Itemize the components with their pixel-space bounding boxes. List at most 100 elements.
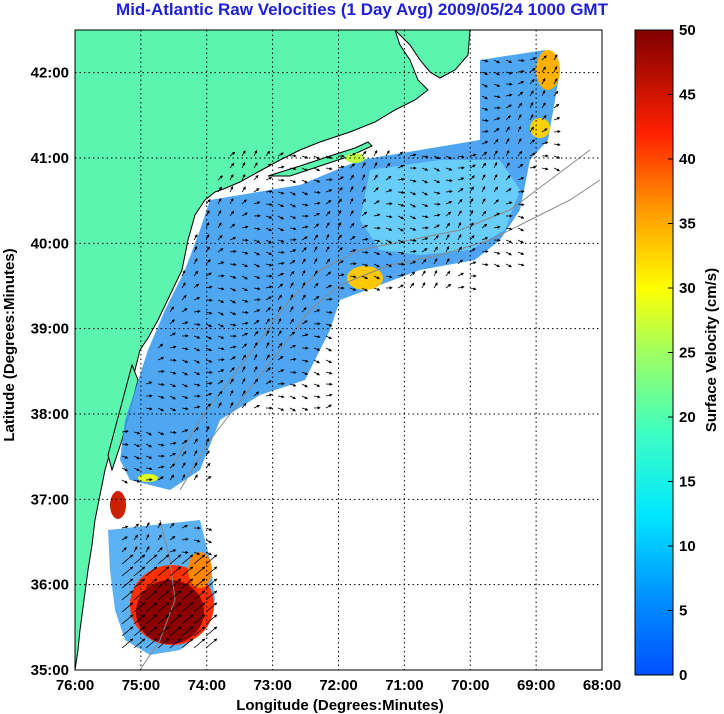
velocity-vector — [229, 299, 236, 304]
velocity-vector — [205, 566, 218, 577]
velocity-vector — [277, 294, 283, 301]
velocity-vector — [553, 65, 558, 73]
velocity-vector — [493, 174, 498, 181]
velocity-vector — [517, 239, 524, 244]
velocity-vector — [145, 381, 153, 385]
x-tick-label: 75:00 — [122, 677, 160, 694]
velocity-vector — [205, 234, 210, 241]
velocity-vector — [481, 223, 488, 229]
x-tick-label: 71:00 — [385, 677, 423, 694]
velocity-vector — [421, 248, 428, 253]
velocity-vector — [421, 237, 429, 241]
velocity-vector — [253, 201, 261, 205]
velocity-vector — [277, 152, 284, 157]
velocity-vector — [241, 377, 246, 385]
velocity-vector — [157, 547, 163, 553]
colorbar-tick-label: 35 — [679, 216, 696, 233]
velocity-vector — [457, 259, 463, 265]
velocity-vector — [265, 163, 272, 169]
velocity-vector — [397, 151, 404, 157]
velocity-vector — [253, 227, 261, 231]
velocity-vector — [481, 237, 489, 241]
velocity-vector — [133, 602, 146, 613]
velocity-vector — [277, 272, 285, 277]
velocity-vector — [157, 626, 170, 637]
velocity-vector — [553, 130, 561, 134]
velocity-vector — [301, 191, 309, 195]
x-tick-label: 74:00 — [188, 677, 226, 694]
velocity-vector — [409, 153, 417, 157]
velocity-vector — [133, 431, 141, 435]
velocity-vector — [169, 549, 177, 553]
velocity-vector — [181, 294, 187, 301]
velocity-vector — [457, 272, 465, 277]
velocity-vector — [493, 59, 501, 64]
velocity-vector — [277, 283, 284, 289]
y-tick-label: 41:00 — [31, 150, 69, 167]
velocity-vector — [505, 149, 510, 157]
velocity-vector — [433, 235, 439, 241]
velocity-vector — [241, 251, 249, 255]
velocity-vector — [313, 246, 318, 253]
velocity-vector — [181, 439, 188, 445]
velocity-vector — [133, 626, 146, 637]
velocity-vector — [397, 190, 405, 194]
velocity-vector — [373, 213, 381, 217]
velocity-vector — [193, 461, 198, 469]
velocity-vector — [181, 407, 189, 411]
velocity-vector — [265, 177, 273, 181]
velocity-vector — [253, 263, 261, 268]
velocity-vector — [481, 250, 489, 254]
velocity-vector — [205, 602, 218, 613]
velocity-vector — [241, 287, 249, 292]
velocity-vector — [157, 395, 165, 399]
velocity-vector — [361, 150, 367, 157]
velocity-vector — [313, 282, 319, 289]
velocity-vector — [265, 307, 271, 313]
velocity-vector — [505, 59, 513, 63]
velocity-vector — [493, 199, 499, 205]
velocity-vector — [289, 344, 297, 349]
velocity-vector — [121, 525, 129, 529]
velocity-vector — [193, 359, 200, 364]
velocity-vector — [193, 427, 199, 433]
velocity-vector — [409, 282, 415, 289]
velocity-vector — [121, 614, 134, 625]
velocity-vector — [529, 139, 535, 145]
velocity-vector — [505, 126, 510, 133]
velocity-vector — [493, 186, 498, 193]
velocity-vector — [205, 578, 218, 589]
velocity-vector — [421, 155, 429, 159]
velocity-vector — [277, 203, 285, 207]
velocity-vector — [217, 287, 225, 291]
velocity-vector — [241, 366, 246, 373]
y-tick-label: 38:00 — [31, 406, 69, 423]
velocity-vector — [397, 227, 404, 232]
velocity-vector — [205, 554, 218, 565]
velocity-vector — [421, 167, 429, 171]
velocity-vector — [289, 407, 296, 412]
velocity-vector — [325, 284, 333, 289]
velocity-vector — [529, 101, 534, 109]
velocity-vector — [505, 227, 513, 231]
velocity-vector — [301, 294, 306, 301]
velocity-vector — [529, 114, 534, 121]
land-mass-cape-cod — [394, 30, 471, 79]
velocity-vector — [433, 282, 438, 289]
velocity-vector — [193, 626, 206, 637]
velocity-vector — [541, 55, 547, 61]
velocity-vector — [205, 221, 210, 229]
velocity-vector — [193, 590, 206, 601]
velocity-vector — [517, 227, 525, 232]
velocity-vector — [517, 150, 523, 157]
velocity-vector — [493, 150, 498, 157]
velocity-vector — [289, 293, 294, 301]
velocity-vector — [205, 590, 218, 601]
velocity-vector — [157, 638, 170, 649]
velocity-vector — [145, 626, 158, 637]
velocity-vector — [289, 370, 297, 374]
velocity-vector — [301, 371, 309, 375]
velocity-vector — [193, 309, 201, 314]
velocity-vector — [385, 150, 390, 157]
velocity-vector — [181, 308, 188, 313]
